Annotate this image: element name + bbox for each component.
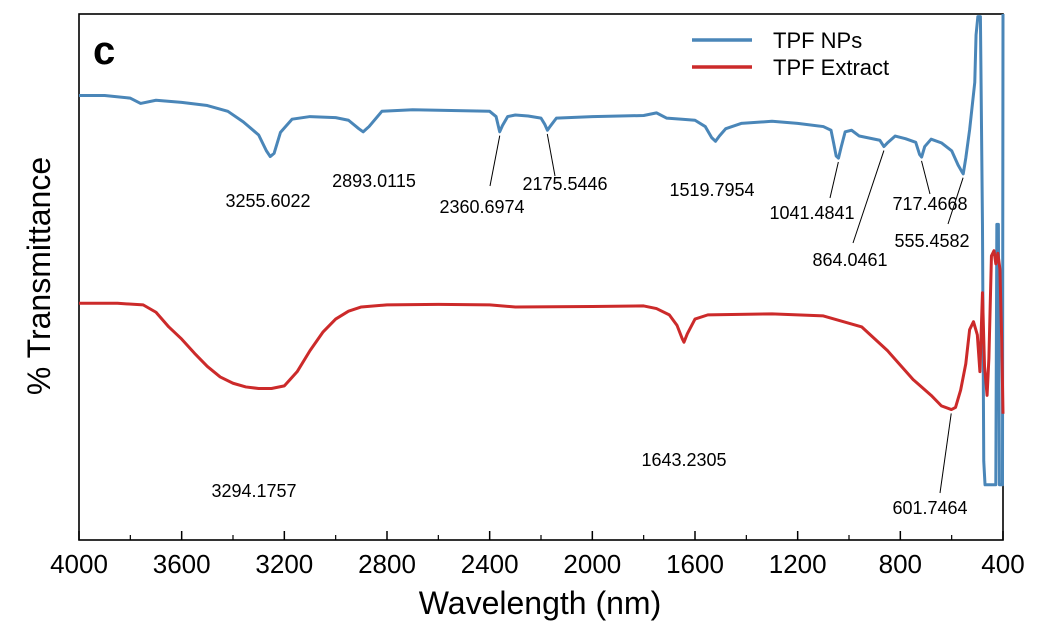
legend-label-tpf-nps: TPF NPs — [773, 28, 862, 53]
y-axis-title: % Transmittance — [21, 157, 57, 395]
peak-leader-line — [852, 150, 885, 244]
peak-label-1041-4841: 1041.4841 — [769, 203, 854, 223]
x-tick-label-2400: 2400 — [461, 549, 519, 579]
peak-label-3255-6022: 3255.6022 — [225, 191, 310, 211]
peak-label-1643-2305: 1643.2305 — [641, 450, 726, 470]
peak-label-864-0461: 864.0461 — [812, 250, 887, 270]
x-tick-label-4000: 4000 — [50, 549, 108, 579]
peak-leader-line — [921, 160, 931, 195]
peak-label-1519-7954: 1519.7954 — [669, 180, 754, 200]
x-axis-ticks: 4000 3600 3200 2800 2400 2000 1600 1200 800 400 — [50, 531, 1025, 579]
x-tick-label-800: 800 — [879, 549, 922, 579]
peak-label-3294-1757: 3294.1757 — [211, 481, 296, 501]
x-tick-label-2800: 2800 — [358, 549, 416, 579]
x-tick-label-3600: 3600 — [153, 549, 211, 579]
peak-label-2893-0115: 2893.0115 — [332, 171, 416, 191]
peak-label-717-4668: 717.4668 — [892, 194, 967, 214]
x-tick-label-3200: 3200 — [255, 549, 313, 579]
legend-label-tpf-extract: TPF Extract — [773, 55, 889, 80]
x-tick-label-1200: 1200 — [769, 549, 827, 579]
peak-leader-line — [489, 135, 501, 187]
series-line-tpf-extract — [79, 249, 1005, 414]
peak-labels: 3255.6022 2893.0115 2360.6974 2175.5446 1519… — [211, 171, 969, 518]
x-axis-title: Wavelength (nm) — [419, 585, 661, 621]
peak-label-2360-6974: 2360.6974 — [439, 197, 524, 217]
x-tick-label-2000: 2000 — [563, 549, 621, 579]
peak-leader-line — [939, 413, 952, 494]
x-tick-label-1600: 1600 — [666, 549, 724, 579]
peak-leader-line — [546, 133, 556, 177]
series-layer — [79, 13, 1005, 487]
peak-leader-line — [947, 177, 964, 225]
plot-border — [78, 13, 1004, 541]
plot-frame — [78, 13, 1004, 541]
panel-label: c — [93, 29, 115, 73]
peak-leader-lines — [489, 133, 964, 494]
x-tick-label-400: 400 — [981, 549, 1024, 579]
peak-label-601-7464: 601.7464 — [892, 498, 967, 518]
peak-leader-line — [829, 161, 839, 199]
peak-label-555-4582: 555.4582 — [894, 231, 969, 251]
series-line-tpf-nps — [79, 13, 1005, 487]
peak-label-2175-5446: 2175.5446 — [522, 174, 607, 194]
